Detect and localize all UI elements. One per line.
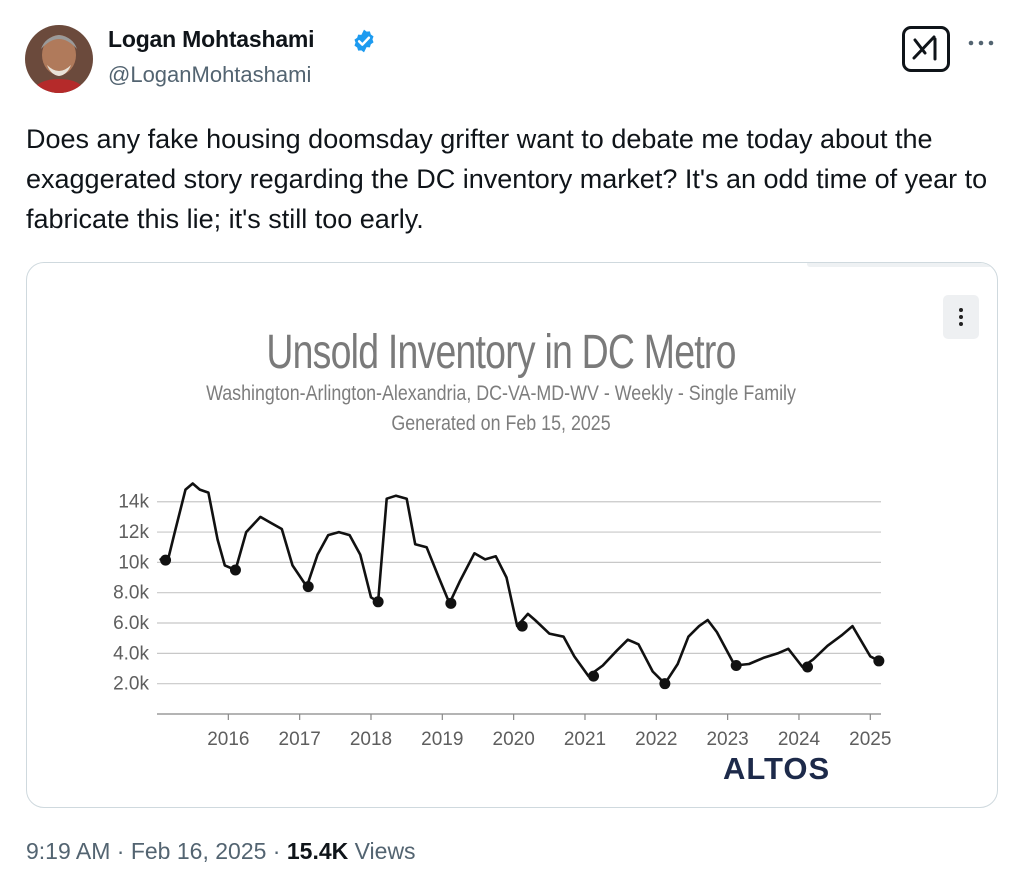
x-tick-label: 2018	[350, 729, 392, 750]
views-count: 15.4K	[286, 838, 349, 864]
verified-badge-icon	[354, 29, 374, 53]
altos-logo: ALTOS	[723, 751, 831, 786]
inventory-line-chart: 2.0k 4.0k 6.0k 8.0k 10k 12k 14k 2016 2017 2018 201…	[113, 482, 891, 750]
data-point	[873, 655, 885, 667]
y-tick-label: 12k	[118, 522, 149, 543]
tweet-time[interactable]: 9:19 AM	[26, 838, 111, 864]
grok-icon	[912, 35, 937, 61]
avatar-image	[25, 25, 93, 93]
avatar[interactable]	[25, 25, 93, 93]
data-point	[302, 581, 314, 593]
data-point	[588, 670, 600, 682]
x-tick-label: 2022	[635, 729, 677, 750]
chart-generated-date: Generated on Feb 15, 2025	[391, 412, 611, 435]
series-line	[159, 482, 881, 685]
x-tick-label: 2019	[421, 729, 463, 750]
data-point	[516, 620, 528, 632]
data-point	[445, 597, 457, 609]
y-tick-label: 14k	[118, 492, 149, 513]
tweet-meta: 9:19 AM · Feb 16, 2025 · 15.4K Views	[26, 838, 416, 865]
x-tick-label: 2021	[564, 729, 606, 750]
x-tick-label: 2023	[706, 729, 748, 750]
y-tick-label: 6.0k	[113, 613, 149, 634]
media-card[interactable]: Unsold Inventory in DC Metro Washington-…	[26, 262, 998, 808]
y-tick-label: 2.0k	[113, 674, 149, 695]
data-point	[229, 564, 241, 576]
data-point	[802, 661, 814, 673]
data-point	[659, 678, 671, 690]
data-point	[372, 596, 384, 608]
x-tick-label: 2017	[279, 729, 321, 750]
tweet-text: Does any fake housing doomsday grifter w…	[26, 124, 988, 234]
meta-separator: ·	[116, 838, 125, 864]
chart-title: Unsold Inventory in DC Metro	[266, 326, 736, 379]
data-point	[160, 554, 172, 566]
data-point	[730, 659, 742, 671]
media-menu-button[interactable]	[943, 295, 979, 339]
views-label: Views	[354, 838, 416, 864]
y-tick-label: 8.0k	[113, 583, 149, 604]
media-top-edge	[807, 263, 997, 267]
tweet-date[interactable]: Feb 16, 2025	[130, 838, 267, 864]
x-tick-label: 2025	[849, 729, 891, 750]
x-tick-label: 2016	[207, 729, 249, 750]
meta-separator: ·	[272, 838, 281, 864]
author-name[interactable]: Logan Mohtashami	[108, 26, 315, 52]
more-icon[interactable]	[966, 36, 996, 50]
grok-button[interactable]	[902, 26, 950, 72]
y-tick-label: 4.0k	[113, 643, 149, 664]
x-tick-label: 2020	[493, 729, 535, 750]
vertical-dots-icon	[959, 308, 963, 326]
x-tick-label: 2024	[778, 729, 821, 750]
author-handle[interactable]: @LoganMohtashami	[108, 62, 312, 87]
y-tick-label: 10k	[118, 552, 149, 573]
chart-subtitle: Washington-Arlington-Alexandria, DC-VA-M…	[206, 382, 796, 405]
